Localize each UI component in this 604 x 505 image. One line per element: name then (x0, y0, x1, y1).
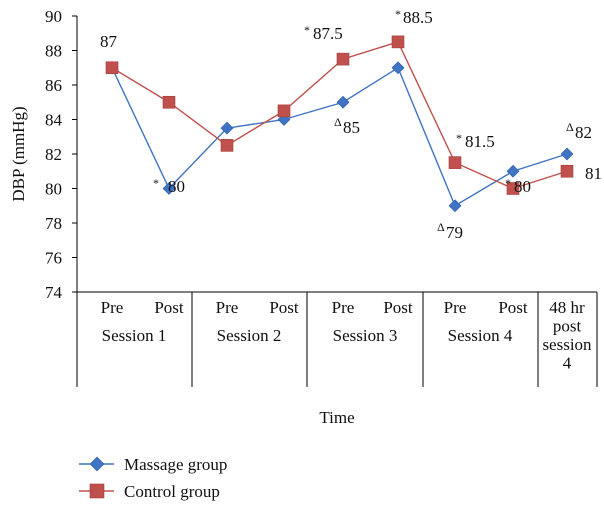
massage-point (448, 199, 462, 213)
x-tick-label: Post (498, 298, 528, 317)
group-label: Session 2 (217, 326, 282, 345)
annotation-label: 87.5 (313, 24, 343, 43)
group-label-line: post (553, 317, 582, 336)
control-point (277, 104, 291, 118)
legend-label: Control group (124, 482, 220, 501)
annotation-symbol: Δ (437, 220, 445, 234)
x-tick-label: Pre (216, 298, 239, 317)
y-tick-label: 88 (45, 42, 62, 61)
group-label-line: 48 hr (549, 298, 585, 317)
y-tick-label: 76 (45, 249, 62, 268)
x-axis-label: Time (319, 408, 354, 427)
y-axis-label: DBP (mmHg) (9, 106, 28, 201)
annotation-label: 80 (168, 177, 185, 196)
massage-point (560, 147, 574, 161)
control-point (560, 164, 574, 178)
annotation-label: 81.5 (465, 132, 495, 151)
control-point (448, 156, 462, 169)
annotation-label: 80 (514, 177, 531, 196)
y-tick-label: 82 (45, 145, 62, 164)
group-label: Session 4 (448, 326, 513, 345)
group-label-line: session (542, 335, 592, 354)
series-layer (105, 35, 574, 213)
legend-marker-control (89, 483, 105, 499)
annotation-symbol: * (505, 176, 511, 190)
control-point (506, 182, 520, 195)
annotation-symbol: * (304, 23, 310, 37)
legend-label: Massage group (124, 455, 227, 474)
annotation-symbol: Δ (334, 115, 342, 129)
legend: Massage group Control group (79, 455, 227, 501)
group-label: Session 3 (333, 326, 398, 345)
massage-point (220, 121, 234, 135)
annotation-label: 85 (343, 118, 360, 137)
y-tick-label: 78 (45, 214, 62, 233)
control-point (105, 61, 119, 75)
annotation-symbol: * (395, 7, 401, 21)
annotation-label: 81 (585, 164, 602, 183)
y-tick-label: 80 (45, 180, 62, 199)
massage-point (506, 164, 520, 178)
y-tick-label: 84 (45, 111, 63, 130)
x-tick-label: Post (154, 298, 184, 317)
group-label: Session 1 (102, 326, 167, 345)
massage-point (391, 61, 405, 75)
annotation-label: 87 (100, 32, 118, 51)
group-label-line: 4 (563, 354, 572, 373)
x-tick-label: Pre (101, 298, 124, 317)
x-categories: Pre Post Pre Post Pre Post Pre Post Session 1 Ses… (101, 298, 592, 373)
annotation-symbol: Δ (566, 120, 574, 134)
annotation-label: 79 (446, 223, 463, 242)
massage-point (162, 182, 176, 195)
x-tick-label: Post (383, 298, 413, 317)
control-point (391, 35, 405, 49)
annotation-label: 88.5 (403, 8, 433, 27)
control-point (220, 139, 234, 152)
legend-marker-massage (89, 456, 105, 472)
y-tick-label: 86 (45, 76, 62, 95)
x-tick-label: Pre (332, 298, 355, 317)
annotation-symbol: * (456, 131, 462, 145)
x-tick-label: Post (269, 298, 299, 317)
control-point (162, 95, 176, 109)
y-tick-label: 90 (45, 7, 62, 26)
x-tick-label: Pre (444, 298, 467, 317)
control-point (336, 52, 350, 66)
y-ticks: 74 76 78 80 82 84 86 88 90 (45, 7, 77, 302)
annotation-symbol: * (153, 176, 159, 190)
massage-point (336, 95, 350, 109)
annotation-label: 82 (575, 123, 592, 142)
y-tick-label: 74 (45, 283, 63, 302)
